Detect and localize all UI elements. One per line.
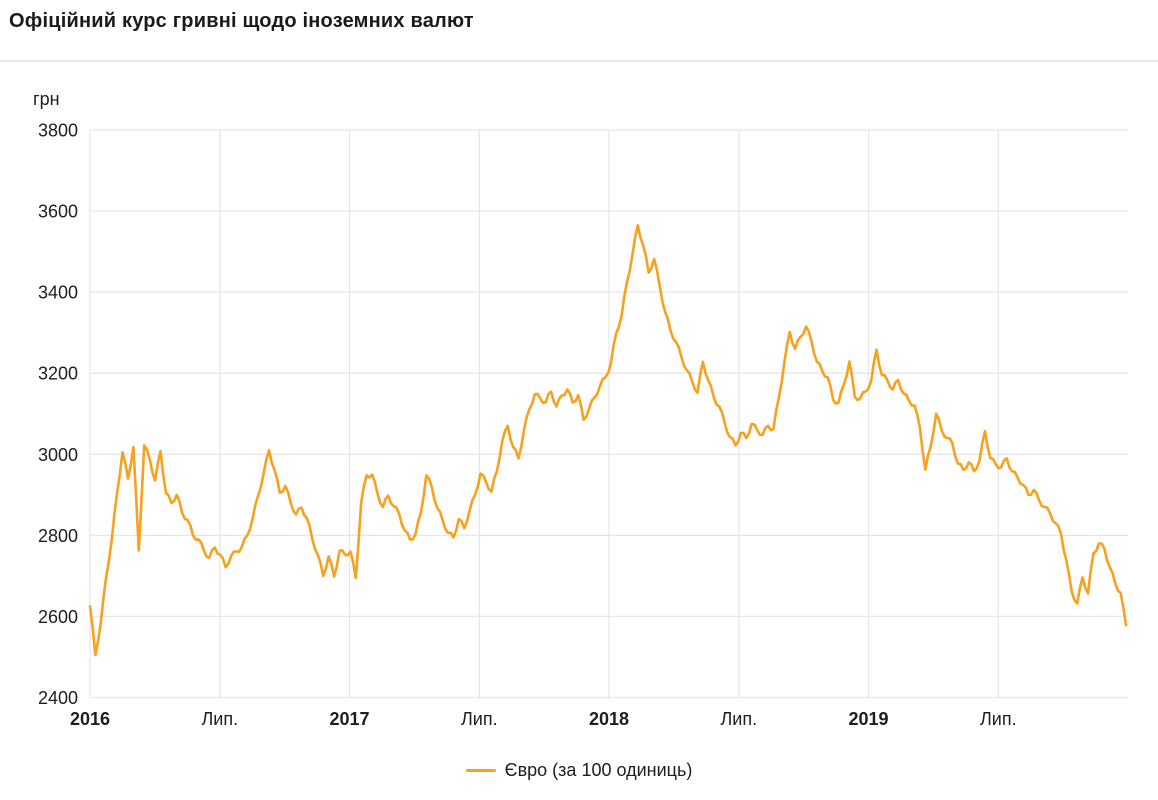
x-tick-label: Лип. [201,709,238,729]
x-tick-label: 2019 [848,709,888,729]
y-tick-label: 3400 [38,283,78,303]
legend-label: Євро (за 100 одиниць) [504,760,693,780]
chart-header: Офіційний курс гривні щодо іноземних вал… [0,0,1158,62]
x-tick-label: Лип. [720,709,757,729]
x-tick-label: Лип. [980,709,1017,729]
y-tick-label: 2600 [38,607,78,627]
legend-item-euro[interactable]: Євро (за 100 одиниць) [465,760,693,781]
x-tick-label: Лип. [461,709,498,729]
y-tick-label: 2400 [38,688,78,708]
chart-legend: Євро (за 100 одиниць) [0,760,1158,781]
y-tick-label: 3800 [38,121,78,141]
y-axis-unit-label: грн [33,89,60,109]
y-tick-label: 2800 [38,526,78,546]
y-tick-label: 3000 [38,445,78,465]
x-tick-label: 2016 [70,709,110,729]
y-tick-label: 3200 [38,364,78,384]
x-tick-label: 2018 [589,709,629,729]
x-tick-label: 2017 [329,709,369,729]
page-title: Офіційний курс гривні щодо іноземних вал… [9,10,474,32]
y-tick-label: 3600 [38,202,78,222]
series-line-euro[interactable] [88,224,1128,657]
legend-line-swatch [465,769,496,772]
